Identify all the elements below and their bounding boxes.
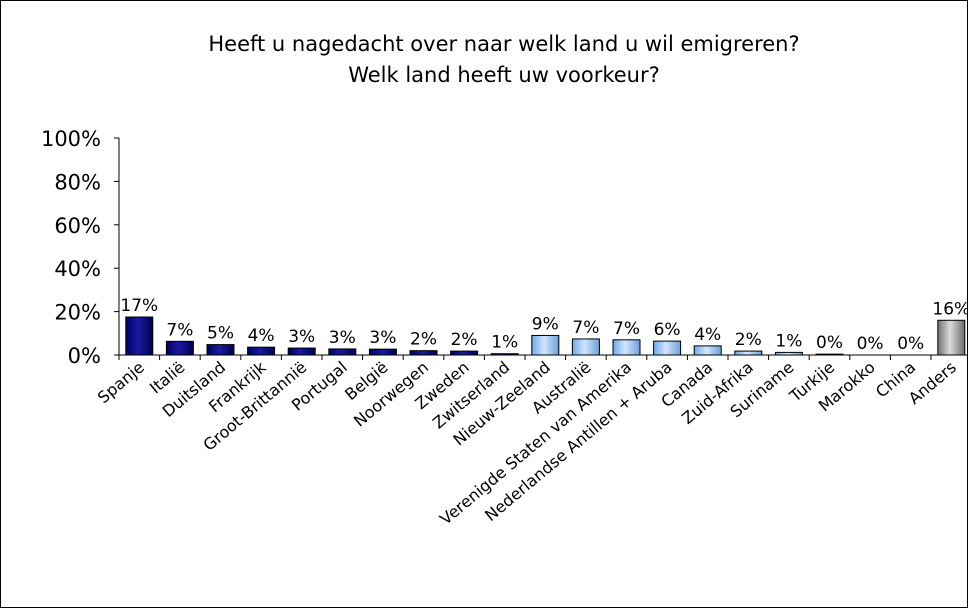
bar-12 [612, 339, 641, 356]
value-label-3: 4% [248, 326, 275, 346]
value-label-19: 0% [897, 334, 924, 354]
value-label-13: 6% [654, 320, 681, 340]
value-label-17: 0% [816, 333, 843, 353]
bar-4 [287, 347, 316, 356]
bar-13 [653, 340, 682, 356]
bars-group [125, 316, 966, 356]
y-tick-label: 0% [68, 344, 101, 368]
labels-group: 17%Spanje7%Italië5%Duitsland4%Frankrijk3… [94, 296, 967, 529]
bar-20 [937, 319, 966, 356]
y-tick-label: 20% [54, 301, 101, 325]
value-label-4: 3% [288, 327, 315, 347]
value-label-8: 2% [451, 330, 478, 350]
bar-0 [125, 316, 154, 356]
bar-3 [247, 346, 276, 356]
chart-title-line-1: Heeft u nagedacht over naar welk land u … [208, 32, 800, 56]
bar-16 [774, 351, 803, 356]
value-label-15: 2% [735, 330, 762, 350]
y-tick-label: 100% [41, 127, 101, 151]
value-label-2: 5% [207, 324, 234, 344]
axes-group: 0% 20% 40% 60% 80% 100% [41, 127, 967, 368]
value-label-9: 1% [491, 333, 518, 353]
value-label-16: 1% [775, 331, 802, 351]
bar-10 [531, 334, 560, 356]
y-tick-label: 80% [54, 170, 101, 194]
bar-14 [693, 345, 722, 356]
value-label-5: 3% [329, 328, 356, 348]
bar-8 [450, 350, 479, 356]
bar-6 [368, 348, 397, 356]
bar-11 [571, 338, 600, 356]
value-label-1: 7% [166, 320, 193, 340]
value-label-12: 7% [613, 319, 640, 339]
chart-title: Heeft u nagedacht over naar welk land u … [1, 29, 967, 91]
bar-1 [165, 340, 194, 356]
value-label-18: 0% [857, 334, 884, 354]
value-label-6: 3% [369, 328, 396, 348]
y-tick-label: 40% [54, 257, 101, 281]
y-tick-label: 60% [54, 214, 101, 238]
value-label-20: 16% [932, 299, 967, 319]
bar-9 [490, 353, 519, 356]
value-label-14: 4% [694, 325, 721, 345]
bar-17 [815, 353, 844, 356]
chart-title-line-2: Welk land heeft uw voorkeur? [348, 63, 660, 87]
category-label-0: Spanje [94, 358, 148, 408]
value-label-7: 2% [410, 330, 437, 350]
bar-7 [409, 350, 438, 356]
bar-5 [328, 348, 357, 356]
bar-15 [734, 350, 763, 356]
value-label-10: 9% [532, 314, 559, 334]
value-label-0: 17% [120, 296, 158, 316]
bar-2 [206, 344, 235, 356]
value-label-11: 7% [572, 318, 599, 338]
